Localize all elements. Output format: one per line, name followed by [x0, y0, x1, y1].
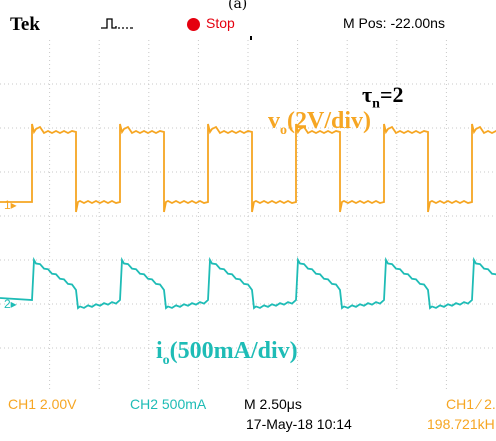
tau-annotation: τn=2	[362, 82, 403, 112]
status-bar	[0, 12, 496, 36]
vo-symbol: v	[268, 108, 280, 134]
ch1-scale-readout: CH1 2.00V	[8, 396, 77, 412]
io-scale: (500mA/div)	[169, 338, 298, 364]
vo-annotation: vo(2V/div)	[268, 108, 371, 139]
ch2-ground-marker: 2▸	[4, 297, 17, 311]
ch2-scale-readout: CH2 500mA	[130, 396, 207, 412]
brand-logo: Tek	[10, 14, 40, 35]
graticule	[0, 40, 493, 389]
run-status: Stop	[206, 15, 235, 31]
waveform-display	[0, 40, 496, 392]
ch1-ground-marker: 1▸	[4, 198, 17, 212]
tau-subscript: n	[372, 96, 380, 112]
figure-label: (a)	[228, 0, 248, 12]
readout-bar: CH1 2.00V CH2 500mA M 2.50μs 17-May-18 1…	[0, 394, 496, 441]
waveform-plot	[0, 40, 496, 389]
ch2-current-trace	[0, 256, 496, 310]
tau-value: =2	[379, 82, 404, 107]
trigger-pulse-icon	[101, 18, 133, 29]
stop-indicator-icon	[187, 18, 200, 31]
io-annotation: io(500mA/div)	[156, 338, 298, 369]
vo-scale: (2V/div)	[287, 108, 371, 134]
datetime-readout: 17-May-18 10:14	[246, 416, 352, 432]
horizontal-position: M Pos: -22.00ns	[343, 15, 445, 31]
ch1-voltage-trace	[0, 123, 496, 213]
timebase-readout: M 2.50μs	[244, 396, 302, 412]
tau-symbol: τ	[362, 82, 373, 107]
vo-subscript: o	[280, 122, 287, 138]
io-subscript: o	[162, 352, 170, 368]
frequency-readout: 198.721kH	[427, 416, 495, 432]
trigger-readout: CH1 ∕ 2.	[446, 396, 496, 412]
io-symbol: i	[156, 338, 163, 364]
